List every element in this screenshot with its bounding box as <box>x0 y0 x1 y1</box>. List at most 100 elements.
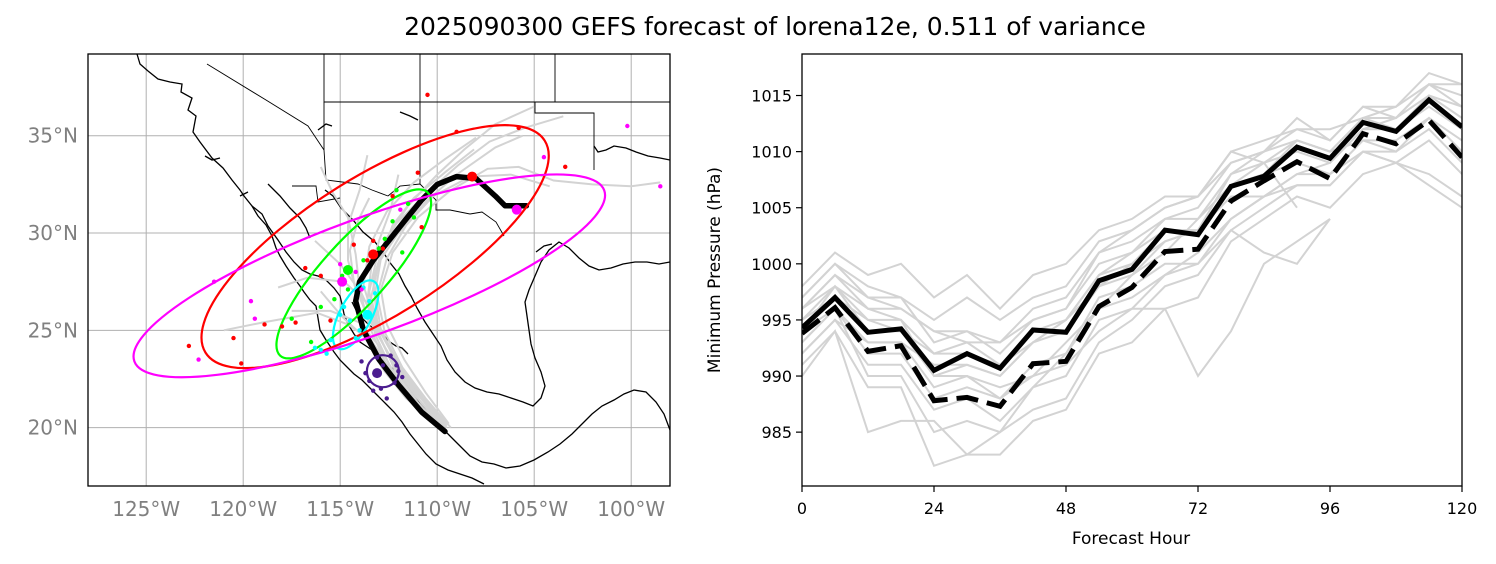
ensemble-point <box>289 316 294 321</box>
ensemble-track <box>379 165 661 425</box>
x-tick-label: 0 <box>797 499 807 518</box>
ensemble-point <box>400 250 405 255</box>
ensemble-point <box>376 246 382 251</box>
member-line <box>802 150 1298 344</box>
mean-track <box>352 173 530 435</box>
ensemble-point <box>303 265 308 271</box>
ensemble-point <box>658 184 663 189</box>
map-x-tick-label: 120°W <box>209 497 277 521</box>
member-line <box>802 150 1462 367</box>
ensemble-point <box>338 312 343 317</box>
ensemble-point <box>370 388 376 393</box>
y-tick-label: 1015 <box>751 87 792 106</box>
map-x-tick-label: 105°W <box>500 497 568 521</box>
map-x-tick-label: 110°W <box>403 497 471 521</box>
mean-solid-line <box>802 96 1462 374</box>
ensemble-point <box>370 238 376 244</box>
y-tick-label: 985 <box>761 423 792 442</box>
ensemble-point <box>345 287 351 292</box>
ensemble-track <box>376 173 550 429</box>
map-tick-labels: 125°W 120°W 115°W 110°W 105°W 100°W 35°N 30°N 25… <box>28 124 666 521</box>
ellipse-96h <box>200 124 550 370</box>
ensemble-point <box>388 353 393 358</box>
ensemble-point <box>398 207 403 212</box>
uncertainty-ellipses <box>132 124 607 389</box>
mean-position-dot <box>372 368 383 379</box>
member-line <box>802 139 1462 468</box>
mean-position-dot <box>362 309 373 320</box>
ensemble-point <box>361 258 366 263</box>
member-line <box>802 116 1462 378</box>
ensemble-point <box>425 92 430 98</box>
ellipse-72h <box>275 188 433 360</box>
ensemble-point <box>415 170 420 175</box>
map-y-tick-label: 20°N <box>28 416 78 440</box>
ensemble-point <box>390 219 395 224</box>
mean-position-dot <box>342 265 353 275</box>
ensemble-point <box>353 335 358 341</box>
x-axis-label: Forecast Hour <box>1072 529 1190 549</box>
x-tick-label: 72 <box>1188 499 1208 518</box>
map-x-tick-label: 100°W <box>597 497 665 521</box>
map-y-tick-label: 25°N <box>28 318 78 342</box>
ensemble-point <box>363 370 368 376</box>
ensemble-point <box>390 193 395 199</box>
ensemble-point <box>239 361 244 366</box>
ensemble-point <box>367 378 372 384</box>
ensemble-point <box>308 339 314 345</box>
ensemble-point <box>353 269 358 275</box>
map-frame <box>87 53 671 487</box>
ensemble-point <box>394 188 399 193</box>
pressure-panel: 0 24 48 72 96 120 985 990 995 1000 1005 1010 1015 Fo… <box>705 53 1478 549</box>
y-axis-label: Minimum Pressure (hPa) <box>705 167 725 373</box>
y-tick-label: 995 <box>761 311 792 330</box>
y-tick-label: 990 <box>761 367 792 386</box>
member-line <box>802 83 1462 311</box>
ensemble-point <box>196 357 201 362</box>
ensemble-point <box>625 123 630 129</box>
ensemble-point <box>341 304 347 310</box>
ensemble-point <box>318 273 323 279</box>
ensemble-point <box>211 279 217 284</box>
ensemble-point <box>419 224 424 230</box>
ensemble-point <box>454 129 459 135</box>
ensemble-point <box>279 324 285 329</box>
ensemble-point <box>563 164 568 170</box>
ensemble-point <box>324 351 329 356</box>
member-line <box>802 71 1462 322</box>
y-tick-label: 1010 <box>751 143 792 162</box>
x-tick-label: 120 <box>1447 499 1478 518</box>
ensemble-point <box>380 363 386 368</box>
mean-pressure-lines <box>802 96 1462 410</box>
x-tick-label: 48 <box>1056 499 1076 518</box>
member-line <box>802 218 1331 400</box>
member-line <box>802 150 1462 378</box>
map-y-tick-label: 35°N <box>28 124 78 148</box>
x-tick-label: 96 <box>1320 499 1340 518</box>
track-map-panel: 125°W 120°W 115°W 110°W 105°W 100°W 35°N 30°N 25… <box>28 53 671 521</box>
x-tick-label: 24 <box>924 499 944 518</box>
ensemble-point <box>365 258 370 263</box>
ensemble-point <box>367 298 372 304</box>
y-tick-label: 1000 <box>751 255 792 274</box>
position-points <box>186 92 663 401</box>
member-line <box>802 94 1462 355</box>
ensemble-point <box>405 201 411 207</box>
mean-track-line <box>352 173 530 435</box>
ensemble-point <box>332 296 337 302</box>
ensemble-point <box>541 154 547 160</box>
member-line <box>802 218 1331 400</box>
ensemble-point <box>357 328 362 333</box>
ensemble-point <box>411 215 417 220</box>
ensemble-point <box>351 242 356 247</box>
ensemble-point <box>347 318 353 323</box>
ensemble-point <box>380 246 386 251</box>
mean-position-dot <box>368 249 379 260</box>
y-tick-label: 1005 <box>751 199 792 218</box>
ensemble-point <box>394 363 399 368</box>
ensemble-point <box>318 304 323 310</box>
member-line <box>802 105 1462 366</box>
ellipse-120h <box>132 173 607 379</box>
mean-dashed-line <box>802 116 1462 410</box>
